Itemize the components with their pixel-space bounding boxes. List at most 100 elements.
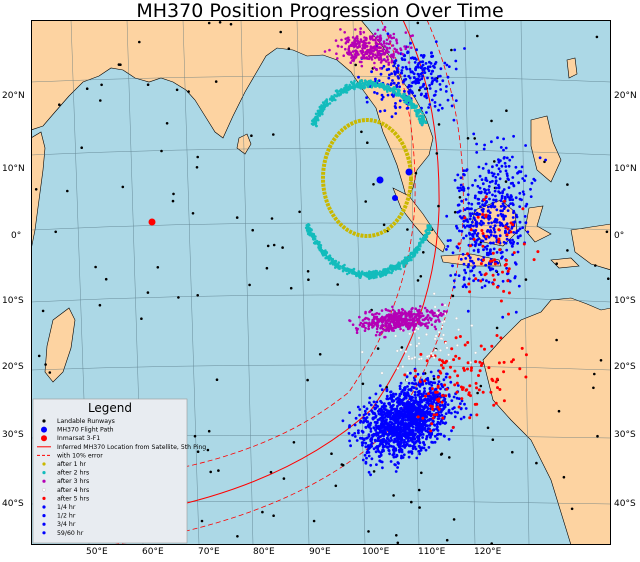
quarter-hr-dot [486,209,490,213]
quarter-hr-dot [406,393,410,397]
after-5hrs-dot [510,360,514,364]
quarter-hr-dot [366,444,370,447]
quarter-hr-dot [433,381,437,385]
after-3hrs-dot [402,329,405,332]
quarter-hr-dot [417,65,420,69]
runway-dot [458,196,462,199]
quarter-hr-dot [466,193,470,197]
quarter-hr-dot [394,392,398,396]
after-2hrs-dot [325,100,329,103]
after-5hrs-dot [468,290,472,294]
after-3hrs-dot [359,38,363,41]
after-5hrs-dot [431,416,435,420]
after-3hrs-dot [420,312,424,315]
quarter-hr-dot [449,239,452,242]
quarter-hr-dot [408,424,411,428]
after-5hrs-dot [438,370,442,374]
after-5hrs-dot [509,230,513,234]
quarter-hr-dot [353,432,357,435]
after-3hrs-dot [382,51,386,55]
quarter-hr-dot [362,437,366,441]
runway-dot [37,354,41,358]
after-3hrs-dot [377,46,381,49]
after-5hrs-dot [452,358,456,362]
quarter-hr-dot [407,450,411,454]
runway-dot [251,228,254,232]
after-5hrs-dot [502,370,506,374]
after-3hrs-dot [399,48,403,52]
legend-swatch [42,488,46,492]
after-2hrs-dot [402,260,405,263]
after-3hrs-dot [328,48,331,52]
quarter-hr-dot [492,205,496,209]
quarter-hr-dot [533,179,537,182]
quarter-hr-dot [466,265,470,269]
quarter-hr-dot [361,458,365,462]
quarter-hr-dot [465,224,469,228]
after-3hrs-dot [437,309,441,312]
after-4hrs-dot [439,349,442,352]
after-3hrs-dot [383,45,386,48]
after-4hrs-dot [395,349,399,353]
runway-dot [505,109,508,112]
quarter-hr-dot [375,431,379,435]
after-3hrs-dot [375,68,379,71]
after-3hrs-dot [342,54,346,57]
runway-dot [504,180,508,183]
after-2hrs-dot [380,82,383,86]
runway-dot [396,541,400,545]
after-3hrs-dot [376,28,380,32]
after-5hrs-dot [498,248,502,252]
quarter-hr-dot [476,202,480,205]
quarter-hr-dot [413,415,417,419]
after-5hrs-dot [467,282,471,286]
after-4hrs-dot [417,342,421,345]
after-3hrs-dot [370,323,374,327]
runway-dot [165,122,169,125]
after-3hrs-dot [414,307,418,311]
after-5hrs-dot [491,251,495,255]
after-3hrs-dot [369,45,373,48]
quarter-hr-dot [381,466,384,470]
quarter-hr-dot [462,224,466,228]
runway-dot [385,385,389,389]
quarter-hr-dot [374,450,378,454]
after-5hrs-dot [443,383,447,387]
quarter-hr-dot [386,412,390,416]
quarter-hr-dot [477,190,481,194]
quarter-hr-dot [397,445,401,448]
after-3hrs-dot [409,34,413,38]
after-3hrs-dot [353,41,357,44]
quarter-hr-dot [519,234,522,238]
quarter-hr-dot [498,177,502,181]
quarter-hr-dot [463,283,467,287]
quarter-hr-dot [482,248,485,252]
quarter-hr-dot [406,428,410,431]
after-3hrs-dot [363,45,367,49]
quarter-hr-dot [418,391,421,395]
quarter-hr-dot [398,85,401,89]
quarter-hr-dot [361,430,365,434]
quarter-hr-dot [386,32,390,36]
after-4hrs-dot [394,334,397,338]
quarter-hr-dot [475,142,478,146]
lat-label: 0° [614,231,625,241]
after-3hrs-dot [356,46,359,49]
after-3hrs-dot [390,53,393,57]
after-3hrs-dot [432,314,436,318]
quarter-hr-dot [379,454,383,457]
after-2hrs-dot [306,232,310,236]
quarter-hr-dot [516,250,520,254]
quarter-hr-dot [379,460,383,463]
runway-dot [491,438,495,442]
quarter-hr-dot [396,404,399,408]
after-2hrs-dot [369,271,372,275]
after-2hrs-dot [357,270,361,274]
quarter-hr-dot [502,207,506,211]
after-3hrs-dot [411,322,415,325]
after-2hrs-dot [346,272,349,276]
quarter-hr-dot [511,245,514,248]
quarter-hr-dot [415,400,419,404]
quarter-hr-dot [392,445,395,449]
after-2hrs-dot [358,86,361,89]
